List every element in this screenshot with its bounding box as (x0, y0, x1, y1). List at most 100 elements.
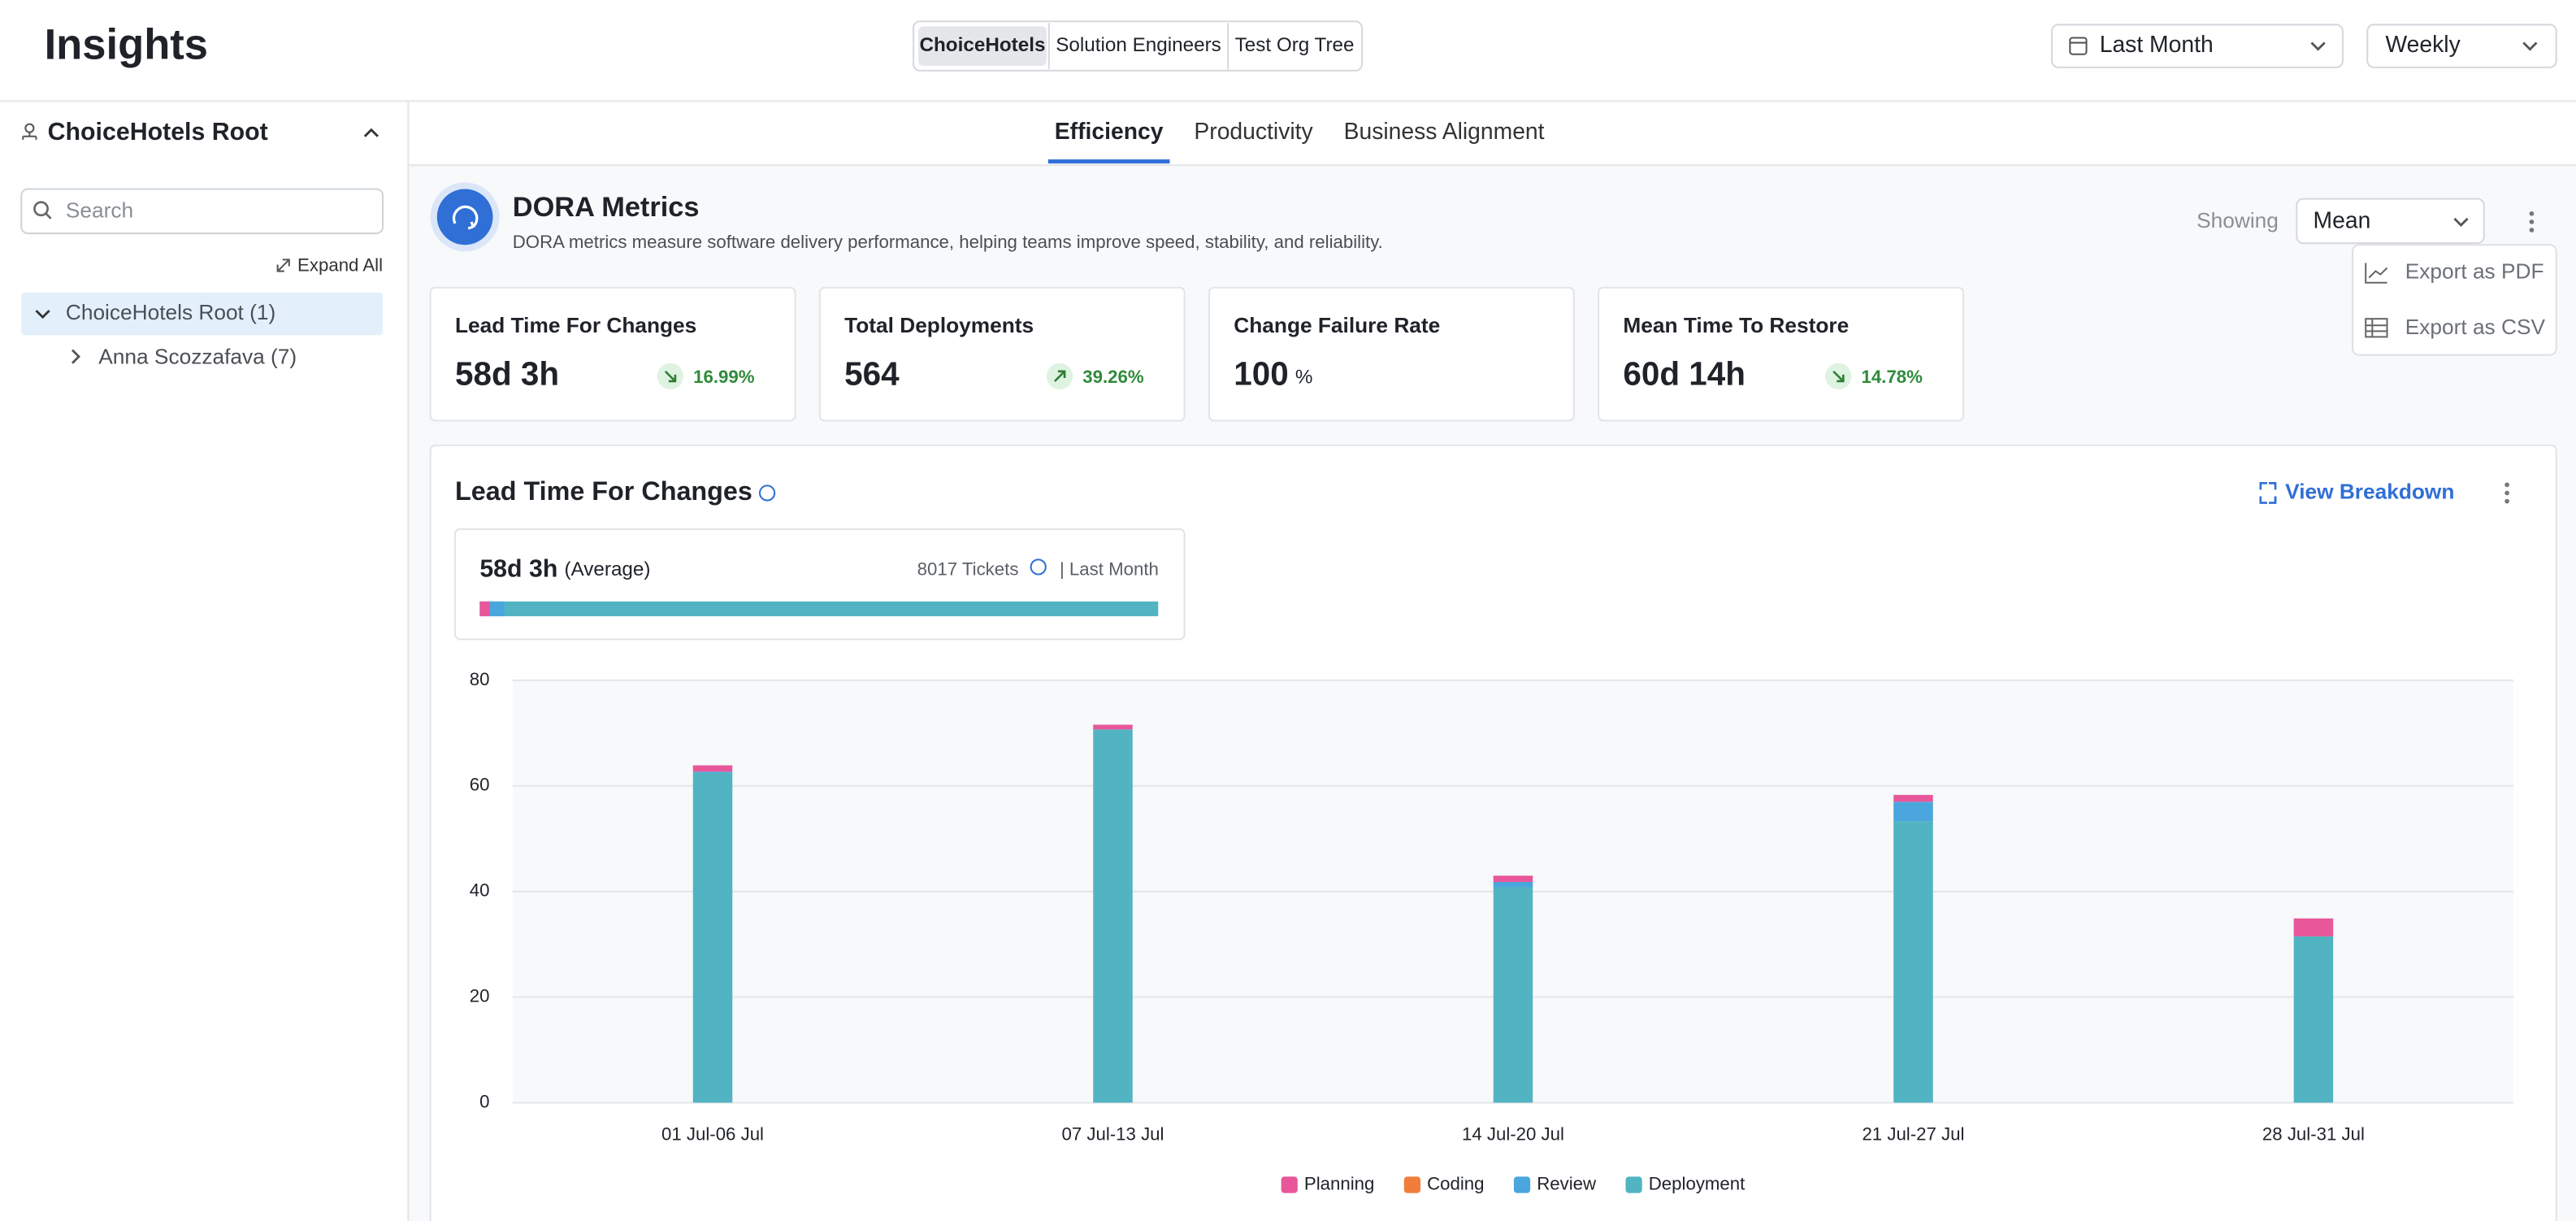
period-select[interactable] (2051, 24, 2344, 68)
summary-period: | Last Month (1060, 558, 1159, 579)
expand-all-button[interactable]: Expand All (297, 254, 383, 275)
view-breakdown-button[interactable]: View Breakdown (2285, 479, 2454, 503)
menu-item[interactable]: Export as PDF (2405, 259, 2544, 284)
org-button-label[interactable]: Solution Engineers (1056, 34, 1221, 56)
chart-title: Lead Time For Changes (455, 476, 752, 506)
trend-arrow (1053, 370, 1066, 382)
interval-select-label[interactable]: Weekly (2385, 31, 2461, 57)
search-icon (33, 201, 49, 217)
chevron-icon (35, 310, 50, 319)
bar-segment (692, 765, 733, 772)
section-title: DORA Metrics (513, 192, 700, 223)
search-box[interactable] (20, 188, 384, 235)
trend-arrow (664, 370, 677, 383)
x-tick-label: 07 Jul-13 Jul (1061, 1124, 1164, 1145)
showing-label: Showing (2197, 208, 2279, 232)
org-tree-icon (22, 131, 37, 140)
bar-segment (2293, 936, 2334, 1103)
org-button[interactable] (918, 26, 1047, 66)
kpi-change: 16.99% (693, 367, 755, 387)
dora-icon (436, 189, 493, 246)
legend-label[interactable]: Planning (1304, 1173, 1374, 1193)
expand-icon (276, 259, 290, 272)
summary-bar (479, 601, 490, 617)
kpi-card (429, 286, 796, 422)
kpi-card (1208, 286, 1575, 422)
legend-swatch (1513, 1176, 1531, 1193)
y-tick-label: 20 (470, 985, 490, 1006)
bar-segment (692, 771, 733, 773)
kebab-icon[interactable] (2529, 228, 2535, 232)
tree-row-selected[interactable] (21, 292, 384, 336)
search-placeholder[interactable]: Search (66, 198, 133, 223)
sidebar-root-title: ChoiceHotels Root (48, 119, 268, 146)
org-button-label[interactable]: ChoiceHotels (919, 34, 1045, 56)
summary-bar (479, 601, 1159, 617)
tab[interactable]: Business Alignment (1344, 118, 1545, 144)
bar-segment (1093, 724, 1133, 730)
interval-select[interactable] (2366, 24, 2557, 68)
bar-segment (1893, 794, 1933, 802)
org-button[interactable] (1049, 26, 1228, 66)
bar-segment (692, 772, 733, 1103)
kpi-title: Lead Time For Changes (455, 313, 696, 337)
info-icon (1030, 558, 1047, 576)
bar-segment (1493, 887, 1533, 1103)
section-description: DORA metrics measure software delivery p… (513, 232, 1383, 252)
y-tick-label: 80 (470, 669, 490, 689)
pdf-icon (2365, 263, 2388, 284)
kebab-icon[interactable] (2504, 490, 2509, 496)
tab[interactable]: Productivity (1194, 118, 1313, 144)
tab[interactable]: Efficiency (1055, 118, 1164, 144)
x-tick-label: 01 Jul-06 Jul (661, 1124, 764, 1145)
chevron-icon (2310, 41, 2326, 51)
kpi-title: Change Failure Rate (1234, 313, 1440, 337)
legend-label[interactable]: Deployment (1649, 1173, 1746, 1193)
chevron-icon (2522, 41, 2538, 51)
info-icon (758, 484, 776, 502)
legend-label[interactable]: Review (1537, 1173, 1597, 1193)
y-tick-label: 40 (470, 880, 490, 901)
tab-underline (1047, 159, 1170, 164)
summary-bar (489, 601, 505, 617)
kpi-change: 39.26% (1082, 367, 1144, 387)
bar-segment (1893, 802, 1933, 822)
tree-node[interactable]: ChoiceHotels Root (1) (66, 300, 275, 324)
menu-item[interactable]: Export as CSV (2405, 315, 2546, 339)
y-tick-label: 60 (470, 775, 490, 795)
trend-arrow (1832, 370, 1845, 383)
kebab-icon[interactable] (2504, 498, 2509, 504)
showing-select-label[interactable]: Mean (2314, 206, 2371, 232)
y-tick-label: 0 (479, 1091, 489, 1111)
kpi-card (818, 286, 1186, 422)
org-button-label[interactable]: Test Org Tree (1235, 34, 1355, 56)
period-select-label[interactable]: Last Month (2100, 31, 2214, 57)
summary-box (453, 528, 1186, 641)
bar-segment (1493, 881, 1533, 888)
summary-value: 58d 3h (479, 555, 557, 582)
tree-node[interactable]: Anna Scozzafava (7) (98, 345, 297, 369)
chevron-icon (363, 128, 379, 137)
chevron-icon (71, 349, 81, 364)
kpi-value: 60d 14h (1623, 355, 1746, 393)
showing-select[interactable] (2296, 198, 2485, 245)
x-tick-label: 14 Jul-20 Jul (1462, 1124, 1564, 1145)
org-button[interactable] (1229, 26, 1360, 66)
legend-swatch (1281, 1176, 1298, 1193)
summary-tickets: 8017 Tickets (917, 558, 1019, 579)
kpi-change: 14.78% (1862, 367, 1923, 387)
legend-label[interactable]: Coding (1427, 1173, 1484, 1193)
kebab-icon[interactable] (2504, 482, 2509, 488)
bar-segment (2293, 918, 2334, 936)
bar-segment (1093, 729, 1133, 1103)
export-menu (2352, 244, 2557, 356)
page-title: Insights (45, 21, 208, 69)
kebab-icon[interactable] (2529, 211, 2535, 216)
kebab-icon[interactable] (2529, 219, 2535, 224)
x-tick-label: 28 Jul-31 Jul (2262, 1124, 2365, 1145)
bar-segment (1893, 821, 1933, 1103)
expand-icon (2268, 482, 2277, 504)
kpi-value: 100 (1234, 355, 1288, 393)
